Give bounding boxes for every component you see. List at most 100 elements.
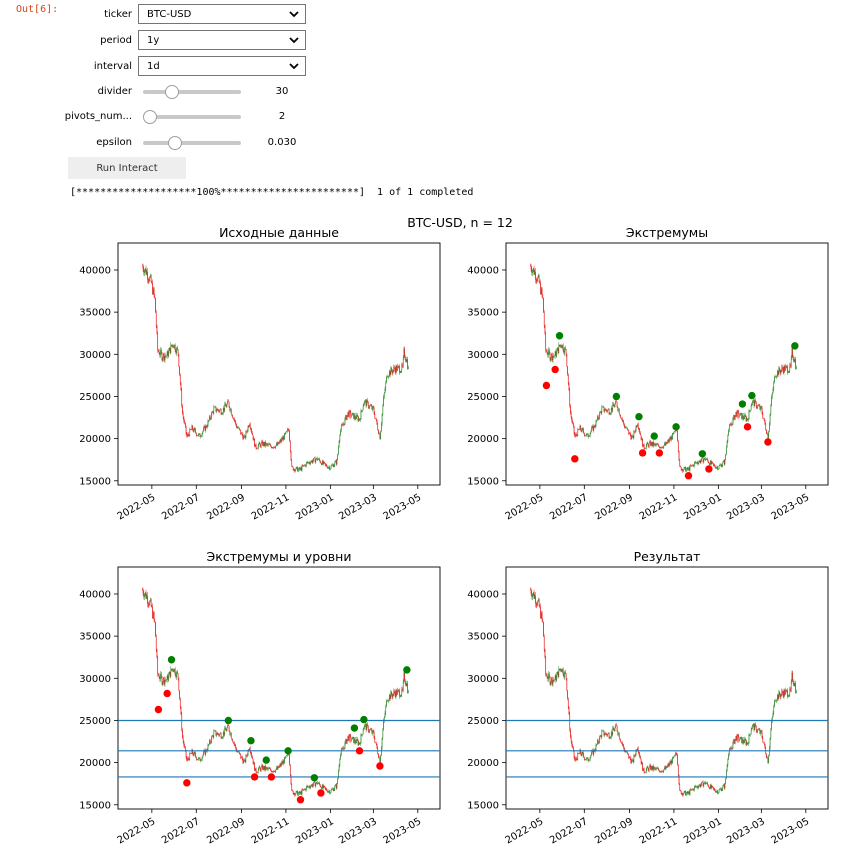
- interval-dropdown[interactable]: 1d: [138, 56, 306, 76]
- candle-body: [156, 649, 158, 658]
- candle-body: [145, 592, 147, 599]
- candle-body: [621, 742, 623, 745]
- candle-body: [183, 417, 185, 422]
- candle-body: [309, 787, 311, 788]
- candle-body: [730, 748, 732, 750]
- candle-body: [727, 758, 729, 766]
- epsilon-slider[interactable]: [143, 136, 241, 150]
- candle-body: [789, 364, 791, 371]
- candle-body: [210, 742, 212, 743]
- ticker-dropdown[interactable]: BTC-USD: [138, 4, 306, 24]
- candle-body: [607, 733, 608, 736]
- candle-body: [768, 431, 769, 440]
- candle-body: [376, 419, 378, 425]
- candle-body: [153, 288, 155, 296]
- candle-body: [782, 693, 784, 697]
- candle-body: [334, 786, 336, 790]
- candle-body: [231, 414, 233, 416]
- candle-body: [360, 734, 362, 744]
- candle-body: [743, 418, 745, 419]
- candle-body: [548, 349, 550, 353]
- candle-body: [630, 759, 632, 764]
- candle-body: [236, 751, 238, 752]
- candle-body: [757, 729, 759, 732]
- candle-body: [234, 420, 236, 421]
- candle-body: [163, 677, 164, 683]
- candle-body: [707, 784, 709, 787]
- candle-body: [322, 784, 323, 789]
- candle-body: [289, 440, 291, 452]
- candle-body: [580, 749, 582, 754]
- candle-body: [701, 782, 702, 785]
- candle-body: [774, 376, 775, 383]
- candle-body: [583, 753, 584, 757]
- candle-body: [766, 757, 768, 759]
- candle-body: [709, 787, 710, 789]
- candle-body: [641, 762, 643, 764]
- candle-body: [345, 415, 347, 419]
- candle-body: [651, 766, 653, 770]
- candle-body: [351, 737, 353, 740]
- candle-body: [575, 434, 577, 435]
- candle-body: [354, 738, 355, 743]
- candle-body: [640, 756, 641, 760]
- divider-slider[interactable]: [143, 85, 241, 99]
- divider-slider-handle[interactable]: [165, 85, 180, 99]
- candle-body: [273, 446, 275, 448]
- candle-body: [780, 370, 782, 374]
- candle-body: [620, 415, 622, 419]
- candle-body: [744, 738, 745, 743]
- candle-body: [394, 691, 395, 694]
- pivots-slider[interactable]: [143, 110, 241, 124]
- candle-body: [144, 592, 146, 595]
- candle-body: [360, 410, 362, 420]
- candle-body: [316, 781, 318, 784]
- candle-body: [772, 713, 774, 717]
- candle-body: [318, 782, 320, 784]
- candle-body: [314, 781, 316, 787]
- run-interact-button[interactable]: Run Interact: [68, 157, 186, 179]
- candle-body: [244, 759, 245, 761]
- maximum-marker: [247, 737, 255, 745]
- candle-body: [199, 433, 201, 437]
- candle-body: [347, 411, 349, 415]
- candle-body: [144, 594, 145, 598]
- candle-body: [612, 727, 614, 735]
- candle-body: [596, 420, 598, 421]
- candle-body: [332, 464, 334, 468]
- maximum-marker: [403, 666, 411, 674]
- candle-body: [337, 778, 339, 784]
- candle-body: [159, 678, 161, 680]
- candle-body: [584, 435, 586, 436]
- candle-body: [712, 462, 714, 465]
- pivots-slider-handle[interactable]: [143, 110, 157, 124]
- candle-body: [339, 434, 341, 442]
- candle-body: [698, 462, 700, 464]
- period-dropdown[interactable]: 1y: [138, 30, 306, 50]
- candle-body: [664, 443, 665, 446]
- divider-value[interactable]: 30: [275, 86, 289, 97]
- candle-body: [723, 460, 724, 463]
- candle-body: [563, 350, 565, 354]
- candle-body: [324, 785, 325, 787]
- candle-body: [734, 415, 735, 420]
- candle-body: [249, 424, 251, 429]
- candle-body: [253, 762, 255, 764]
- epsilon-slider-handle[interactable]: [167, 136, 182, 150]
- candle-body: [635, 750, 637, 756]
- y-tick-label: 35000: [467, 632, 499, 643]
- candle-body: [356, 414, 357, 419]
- pivots-value[interactable]: 2: [278, 111, 286, 122]
- candle-body: [675, 753, 676, 756]
- epsilon-value[interactable]: 0.030: [267, 137, 297, 148]
- candle-body: [784, 366, 786, 371]
- candle-body: [341, 748, 343, 750]
- candle-body: [397, 690, 398, 695]
- candle-body: [586, 757, 587, 760]
- candle-body: [174, 668, 176, 675]
- minimum-marker: [743, 423, 752, 431]
- candle-body: [555, 351, 557, 357]
- candle-body: [655, 444, 657, 446]
- candle-body: [344, 742, 346, 749]
- candle-body: [195, 429, 196, 433]
